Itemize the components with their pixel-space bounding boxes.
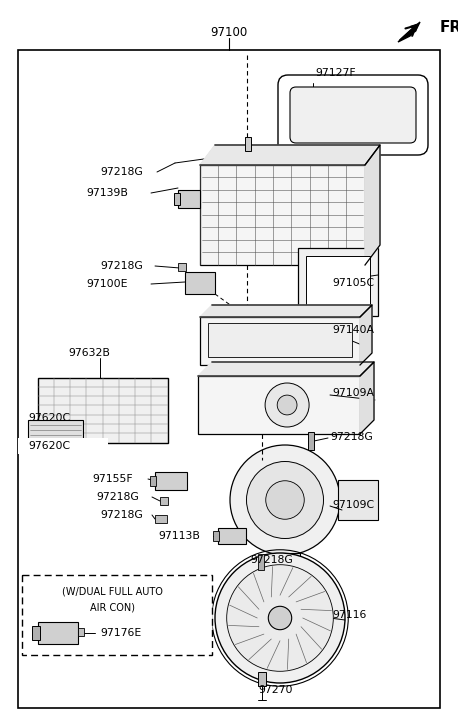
Polygon shape [200, 145, 380, 165]
Bar [178, 190, 200, 208]
Text: 97127F: 97127F [315, 68, 355, 78]
Bar [245, 137, 251, 151]
Text: AIR CON): AIR CON) [89, 602, 135, 612]
Polygon shape [198, 362, 374, 376]
Circle shape [227, 565, 333, 671]
Circle shape [268, 606, 292, 630]
Bar [28, 420, 83, 445]
Bar [32, 626, 40, 640]
Text: 97140A: 97140A [332, 325, 374, 335]
Bar [213, 531, 219, 541]
Text: 97218G: 97218G [100, 261, 143, 271]
Bar [38, 622, 78, 644]
Circle shape [266, 481, 304, 519]
Bar [174, 193, 180, 205]
Bar [198, 376, 360, 434]
Bar [185, 272, 215, 294]
Circle shape [246, 462, 323, 539]
Text: 97109C: 97109C [332, 500, 374, 510]
Bar [178, 263, 186, 271]
Bar [78, 628, 84, 636]
Bar [298, 248, 378, 316]
Text: 97109A: 97109A [332, 388, 374, 398]
Text: 97155F: 97155F [92, 474, 133, 484]
Text: 97218G: 97218G [330, 432, 373, 442]
FancyBboxPatch shape [290, 87, 416, 143]
Bar [258, 672, 266, 686]
Bar [18, 438, 108, 454]
Circle shape [215, 553, 345, 683]
FancyBboxPatch shape [22, 575, 212, 655]
Text: 97620C: 97620C [28, 442, 70, 452]
Text: 97620C: 97620C [28, 413, 70, 423]
Polygon shape [200, 305, 372, 317]
Bar [160, 497, 168, 505]
Polygon shape [365, 145, 380, 265]
Text: 97632B: 97632B [68, 348, 110, 358]
Circle shape [230, 445, 340, 555]
Text: 97218G: 97218G [100, 510, 143, 520]
Bar [200, 317, 360, 365]
Text: 97139B: 97139B [86, 188, 128, 198]
Bar [258, 554, 264, 570]
Text: FR.: FR. [440, 20, 458, 36]
Polygon shape [360, 305, 372, 365]
Bar [218, 528, 246, 544]
Text: 97113B: 97113B [158, 531, 200, 541]
Bar [270, 553, 300, 581]
Bar [155, 515, 167, 523]
Bar [38, 378, 168, 443]
Polygon shape [360, 362, 374, 434]
Text: 97620C: 97620C [28, 441, 70, 451]
Text: 97105C: 97105C [332, 278, 374, 288]
Bar [308, 432, 314, 450]
Bar [338, 480, 378, 520]
Circle shape [265, 383, 309, 427]
Text: 97116: 97116 [332, 610, 366, 620]
Text: 97218G: 97218G [100, 167, 143, 177]
Bar [200, 165, 365, 265]
Bar [155, 472, 187, 490]
Text: 97218G: 97218G [250, 555, 293, 565]
Bar [208, 323, 352, 357]
Text: 97176E: 97176E [100, 628, 141, 638]
Bar [150, 476, 156, 486]
Polygon shape [398, 22, 420, 42]
Text: (W/DUAL FULL AUTO: (W/DUAL FULL AUTO [61, 587, 163, 597]
Text: 97270: 97270 [258, 685, 293, 695]
Text: 97100E: 97100E [86, 279, 127, 289]
Text: 97218G: 97218G [96, 492, 139, 502]
Bar [306, 256, 370, 308]
Text: 97100: 97100 [210, 25, 248, 39]
Circle shape [277, 395, 297, 415]
FancyBboxPatch shape [278, 75, 428, 155]
